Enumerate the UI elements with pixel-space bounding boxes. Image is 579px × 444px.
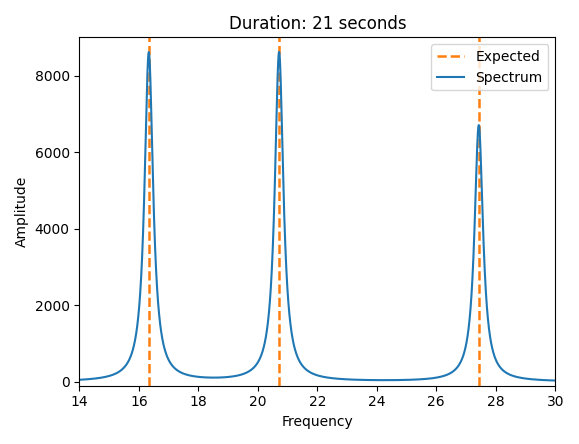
Line: Spectrum: Spectrum xyxy=(79,52,555,381)
Spectrum xyxy=(100,375,107,380)
Expected xyxy=(145,379,152,385)
Spectrum xyxy=(454,364,461,369)
Spectrum xyxy=(76,377,83,382)
Spectrum xyxy=(358,377,365,383)
Spectrum xyxy=(276,49,283,55)
Expected xyxy=(145,379,152,385)
Spectrum xyxy=(429,376,436,381)
Legend: Expected, Spectrum: Expected, Spectrum xyxy=(431,44,548,90)
Spectrum xyxy=(248,367,255,372)
Spectrum xyxy=(378,377,385,383)
X-axis label: Frequency: Frequency xyxy=(281,415,353,429)
Spectrum xyxy=(552,378,559,383)
Y-axis label: Amplitude: Amplitude xyxy=(15,176,29,247)
Title: Duration: 21 seconds: Duration: 21 seconds xyxy=(229,15,406,33)
